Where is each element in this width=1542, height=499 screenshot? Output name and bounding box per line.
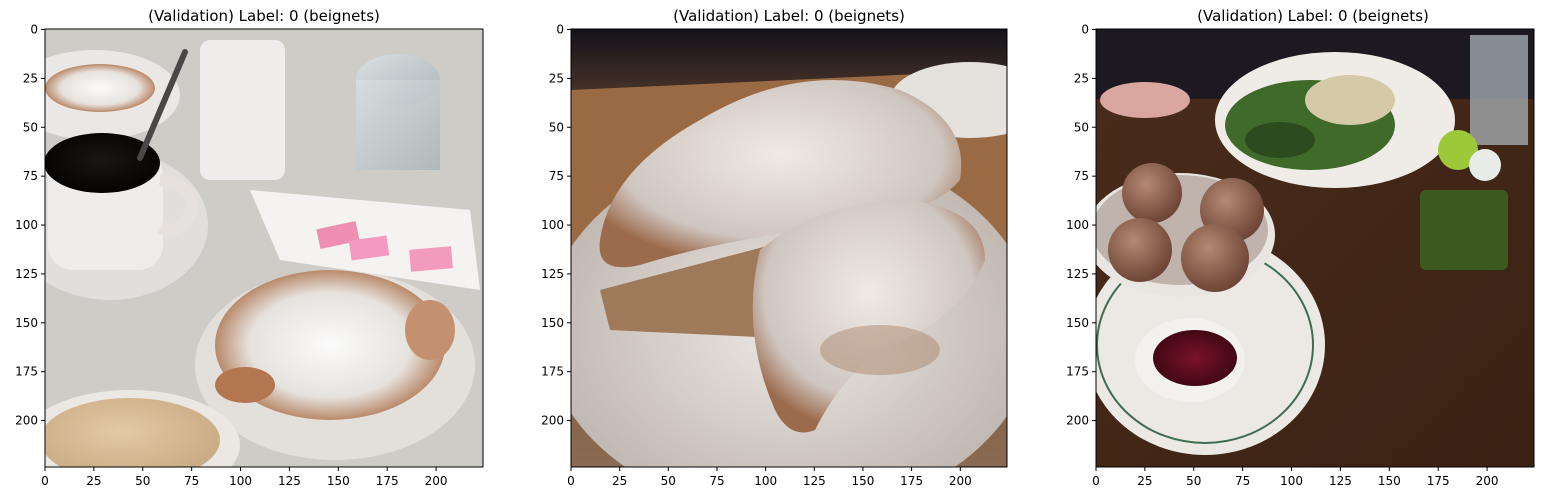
panel-3-y-tick-label: 175: [1066, 365, 1089, 379]
panel-3-x-tick-label: 75: [1235, 474, 1250, 488]
panel-1: (Validation) Label: 0 (beignets): [15, 7, 484, 488]
panel-1-y-tick-label: 75: [23, 169, 38, 183]
panel-3-y-tick-label: 50: [1074, 120, 1089, 134]
panel-1-x-tick-label: 0: [41, 474, 49, 488]
panel-3-x-tick-label: 175: [1427, 474, 1450, 488]
panel-3-y-tick-label: 25: [1074, 71, 1089, 85]
panel-3-image: [1096, 29, 1534, 467]
panel-3-x-tick-label: 150: [1378, 474, 1401, 488]
panel-2-title: (Validation) Label: 0 (beignets): [673, 7, 905, 25]
panel-1-x-tick-label: 150: [327, 474, 350, 488]
panel-2-y-tick-label: 125: [541, 267, 564, 281]
panel-1-x-tick-label: 175: [376, 474, 399, 488]
panel-1-y-tick-label: 50: [23, 120, 38, 134]
panel-2: (Validation) Label: 0 (beignets) 0 25 50 75…: [541, 7, 1008, 488]
panel-2-x-tick-label: 75: [709, 474, 724, 488]
panel-1-x-tick-label: 25: [86, 474, 101, 488]
panel-2-y-tick-label: 25: [549, 71, 564, 85]
panel-3-y-tick-label: 150: [1066, 316, 1089, 330]
panel-1-y-tick-label: 200: [15, 414, 38, 428]
panel-1-x-tick-label: 100: [229, 474, 252, 488]
panel-2-x-tick-label: 0: [567, 474, 575, 488]
panel-1-x-axis: 0 25 50 75 100 125 150 175 200: [41, 467, 448, 488]
panel-2-x-tick-label: 200: [949, 474, 972, 488]
panel-2-x-tick-label: 125: [803, 474, 826, 488]
panel-2-x-axis: 0 25 50 75 100 125 150 175 200: [567, 467, 972, 488]
panel-3-y-tick-label: 75: [1074, 169, 1089, 183]
panel-3-x-axis: 0 25 50 75 100 125 150 175 200: [1092, 467, 1499, 488]
panel-3-y-tick-label: 0: [1081, 23, 1089, 37]
panel-1-y-tick-label: 0: [30, 23, 38, 37]
panel-1-title: (Validation) Label: 0 (beignets): [148, 7, 380, 25]
panel-1-frame: [44, 28, 484, 468]
panel-1-x-tick-label: 125: [278, 474, 301, 488]
panel-1-y-tick-label: 25: [23, 71, 38, 85]
panel-2-y-tick-label: 100: [541, 218, 564, 232]
panel-2-y-axis: 0 25 50 75 100 125 150 175 200: [541, 23, 571, 428]
panel-3-x-tick-label: 200: [1476, 474, 1499, 488]
panel-2-x-tick-label: 175: [900, 474, 923, 488]
panel-2-x-tick-label: 100: [754, 474, 777, 488]
panel-1-y-tick-label: 175: [15, 365, 38, 379]
panel-3-y-tick-label: 200: [1066, 414, 1089, 428]
panel-2-y-tick-label: 0: [556, 23, 564, 37]
panel-3-x-tick-label: 25: [1137, 474, 1152, 488]
panel-1-y-tick-label: 150: [15, 316, 38, 330]
panel-3-x-tick-label: 0: [1092, 474, 1100, 488]
panel-1-x-tick-label: 75: [184, 474, 199, 488]
panel-1-x-tick-label: 200: [425, 474, 448, 488]
panel-2-y-tick-label: 200: [541, 414, 564, 428]
panel-3-title: (Validation) Label: 0 (beignets): [1197, 7, 1429, 25]
panel-2-image: [571, 29, 1007, 467]
panel-1-y-axis: 0 25 50 75 100 125 150 175 200: [15, 23, 45, 428]
panel-2-x-tick-label: 150: [852, 474, 875, 488]
panel-2-x-tick-label: 50: [661, 474, 676, 488]
panel-3-y-tick-label: 125: [1066, 267, 1089, 281]
panel-3-y-axis: 0 25 50 75 100 125 150 175 200: [1066, 23, 1096, 428]
panel-2-x-tick-label: 25: [612, 474, 627, 488]
panel-2-y-tick-label: 150: [541, 316, 564, 330]
panel-3-x-tick-label: 50: [1186, 474, 1201, 488]
panel-1-image: [45, 29, 483, 467]
panel-3-x-tick-label: 100: [1280, 474, 1303, 488]
panel-2-y-tick-label: 175: [541, 365, 564, 379]
panel-3-x-tick-label: 125: [1329, 474, 1352, 488]
panel-3-y-tick-label: 100: [1066, 218, 1089, 232]
panel-2-y-tick-label: 50: [549, 120, 564, 134]
panel-2-y-tick-label: 75: [549, 169, 564, 183]
panel-3-frame: [1095, 28, 1535, 468]
panel-3: (Validation) Label: 0 (beignets): [1066, 7, 1535, 488]
panel-1-x-tick-label: 50: [135, 474, 150, 488]
panel-1-y-tick-label: 125: [15, 267, 38, 281]
panel-1-y-tick-label: 100: [15, 218, 38, 232]
panel-2-frame: [570, 28, 1008, 468]
